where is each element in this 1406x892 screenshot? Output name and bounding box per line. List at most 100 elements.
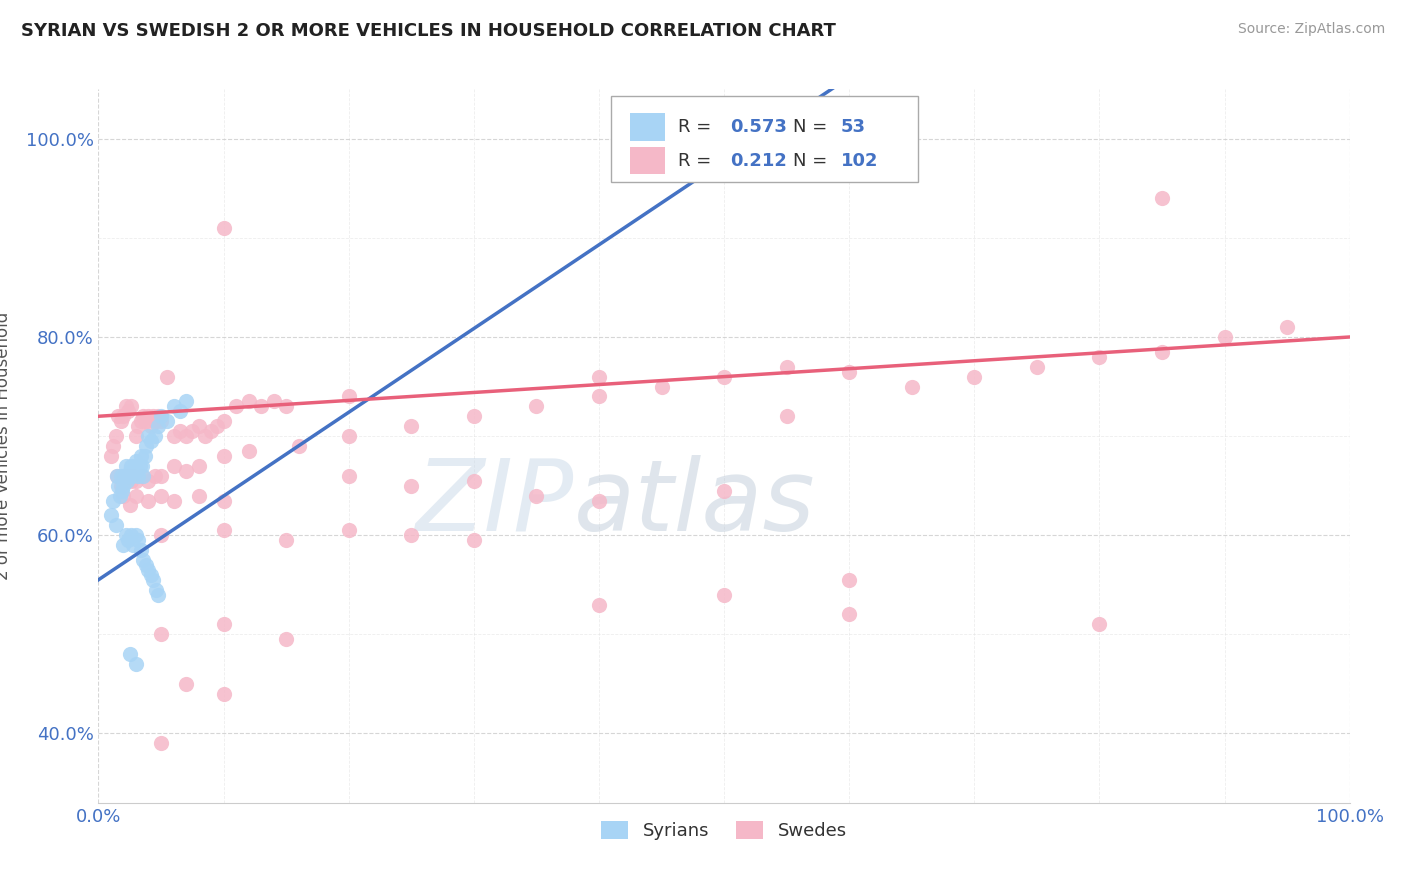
Point [145, 414, 167, 428]
Point [1213, 330, 1236, 344]
Point [963, 369, 986, 384]
Point [524, 489, 547, 503]
Point [156, 414, 179, 428]
Point [100, 508, 122, 523]
Point [114, 468, 136, 483]
Point [107, 409, 129, 424]
Point [142, 573, 165, 587]
Point [131, 468, 153, 483]
Point [524, 400, 547, 414]
Point [115, 528, 138, 542]
Point [138, 493, 160, 508]
Point [135, 439, 157, 453]
Point [107, 478, 129, 492]
Point [169, 424, 191, 438]
Point [138, 429, 160, 443]
Point [112, 478, 135, 492]
Point [212, 493, 235, 508]
Point [776, 409, 799, 424]
Point [105, 468, 128, 483]
Point [287, 439, 309, 453]
Point [134, 449, 156, 463]
Point [120, 528, 142, 542]
Point [588, 598, 610, 612]
Point [143, 429, 166, 443]
Point [225, 400, 247, 414]
Point [138, 474, 160, 488]
Point [162, 458, 184, 473]
Point [401, 528, 423, 542]
Point [103, 439, 125, 453]
Point [118, 647, 141, 661]
Point [120, 400, 142, 414]
Text: 102: 102 [841, 152, 877, 169]
Point [169, 404, 191, 418]
Point [104, 429, 127, 443]
Text: 53: 53 [841, 118, 866, 136]
Point [127, 419, 149, 434]
Point [148, 588, 170, 602]
Point [713, 588, 735, 602]
Point [150, 414, 173, 428]
Point [1088, 350, 1111, 364]
Point [156, 369, 179, 384]
Point [150, 489, 173, 503]
Point [103, 493, 125, 508]
Text: atlas: atlas [574, 455, 815, 551]
Point [713, 483, 735, 498]
Point [105, 468, 128, 483]
Point [212, 221, 235, 235]
Point [131, 458, 153, 473]
Point [187, 835, 209, 849]
Point [274, 632, 298, 647]
Legend: Syrians, Swedes: Syrians, Swedes [593, 814, 855, 847]
Point [162, 400, 184, 414]
Point [112, 409, 135, 424]
Point [776, 359, 799, 374]
Point [132, 553, 155, 567]
Point [194, 429, 217, 443]
Point [263, 394, 285, 409]
Text: R =: R = [678, 152, 717, 169]
Point [174, 394, 197, 409]
Point [463, 474, 485, 488]
Point [162, 429, 184, 443]
Point [117, 533, 139, 548]
Bar [630, 147, 665, 174]
Point [212, 414, 235, 428]
Point [148, 419, 170, 434]
Point [112, 489, 135, 503]
Point [713, 369, 735, 384]
Point [132, 409, 155, 424]
Point [838, 573, 860, 587]
Point [143, 468, 166, 483]
Point [274, 400, 298, 414]
Point [463, 533, 485, 548]
Point [120, 474, 142, 488]
Point [838, 365, 860, 379]
Point [122, 464, 145, 478]
Point [127, 468, 149, 483]
Point [150, 468, 173, 483]
Point [135, 414, 157, 428]
FancyBboxPatch shape [612, 96, 918, 182]
Point [129, 414, 152, 428]
Point [187, 458, 209, 473]
Point [200, 424, 222, 438]
Point [127, 533, 149, 548]
Point [838, 607, 860, 622]
Point [187, 419, 209, 434]
Text: SYRIAN VS SWEDISH 2 OR MORE VEHICLES IN HOUSEHOLD CORRELATION CHART: SYRIAN VS SWEDISH 2 OR MORE VEHICLES IN … [21, 22, 837, 40]
Point [129, 543, 152, 558]
Text: N =: N = [793, 118, 832, 136]
Point [111, 483, 134, 498]
Point [125, 474, 148, 488]
Point [139, 434, 162, 448]
Point [125, 454, 148, 468]
Point [138, 563, 160, 577]
Point [132, 468, 155, 483]
Point [112, 468, 135, 483]
Point [115, 474, 138, 488]
Point [181, 424, 204, 438]
Point [125, 528, 148, 542]
